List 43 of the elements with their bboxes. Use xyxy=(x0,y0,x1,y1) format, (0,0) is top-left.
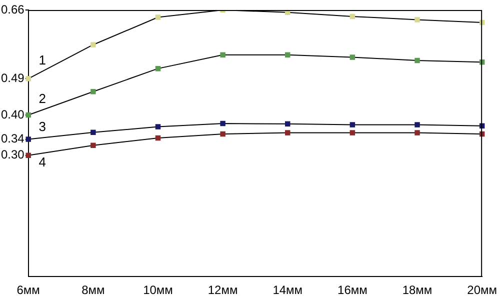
x-tick-label: 18мм xyxy=(402,283,432,298)
series-label: 1 xyxy=(38,52,46,68)
x-tick-label: 10мм xyxy=(143,283,173,298)
x-tick-label: 12мм xyxy=(208,283,238,298)
point xyxy=(26,76,31,82)
point xyxy=(155,14,161,20)
point xyxy=(26,112,31,118)
series-label: 4 xyxy=(38,154,46,170)
point xyxy=(350,122,356,128)
point xyxy=(350,130,356,136)
y-tick-label: 0.30 xyxy=(0,148,25,162)
point xyxy=(350,14,356,20)
point xyxy=(285,121,290,127)
point xyxy=(155,66,161,72)
point xyxy=(285,52,290,58)
y-tick-label: 0.40 xyxy=(0,107,25,122)
point xyxy=(155,135,161,141)
point xyxy=(414,17,420,22)
y-tick-label: 0.34 xyxy=(0,132,25,146)
x-tick-label: 20мм xyxy=(467,283,498,298)
point xyxy=(414,58,420,64)
point xyxy=(220,52,226,58)
y-tick-label: 0.66 xyxy=(0,2,25,16)
point xyxy=(350,54,356,60)
point xyxy=(414,122,420,128)
y-tick-label: 0.49 xyxy=(0,70,25,85)
point xyxy=(220,120,226,126)
point xyxy=(414,130,420,136)
point xyxy=(90,88,96,94)
point xyxy=(285,130,290,136)
point xyxy=(90,142,96,148)
point xyxy=(90,42,96,48)
x-tick-label: 16мм xyxy=(338,283,368,298)
x-tick-label: 8мм xyxy=(82,283,105,298)
series-label: 3 xyxy=(38,118,46,134)
point xyxy=(26,152,31,158)
point xyxy=(26,136,31,142)
point xyxy=(90,130,96,136)
point xyxy=(220,131,226,137)
point xyxy=(155,124,161,130)
x-tick-label: 14мм xyxy=(272,283,303,298)
series-label: 2 xyxy=(38,91,46,106)
x-tick-label: 6мм xyxy=(16,283,40,298)
